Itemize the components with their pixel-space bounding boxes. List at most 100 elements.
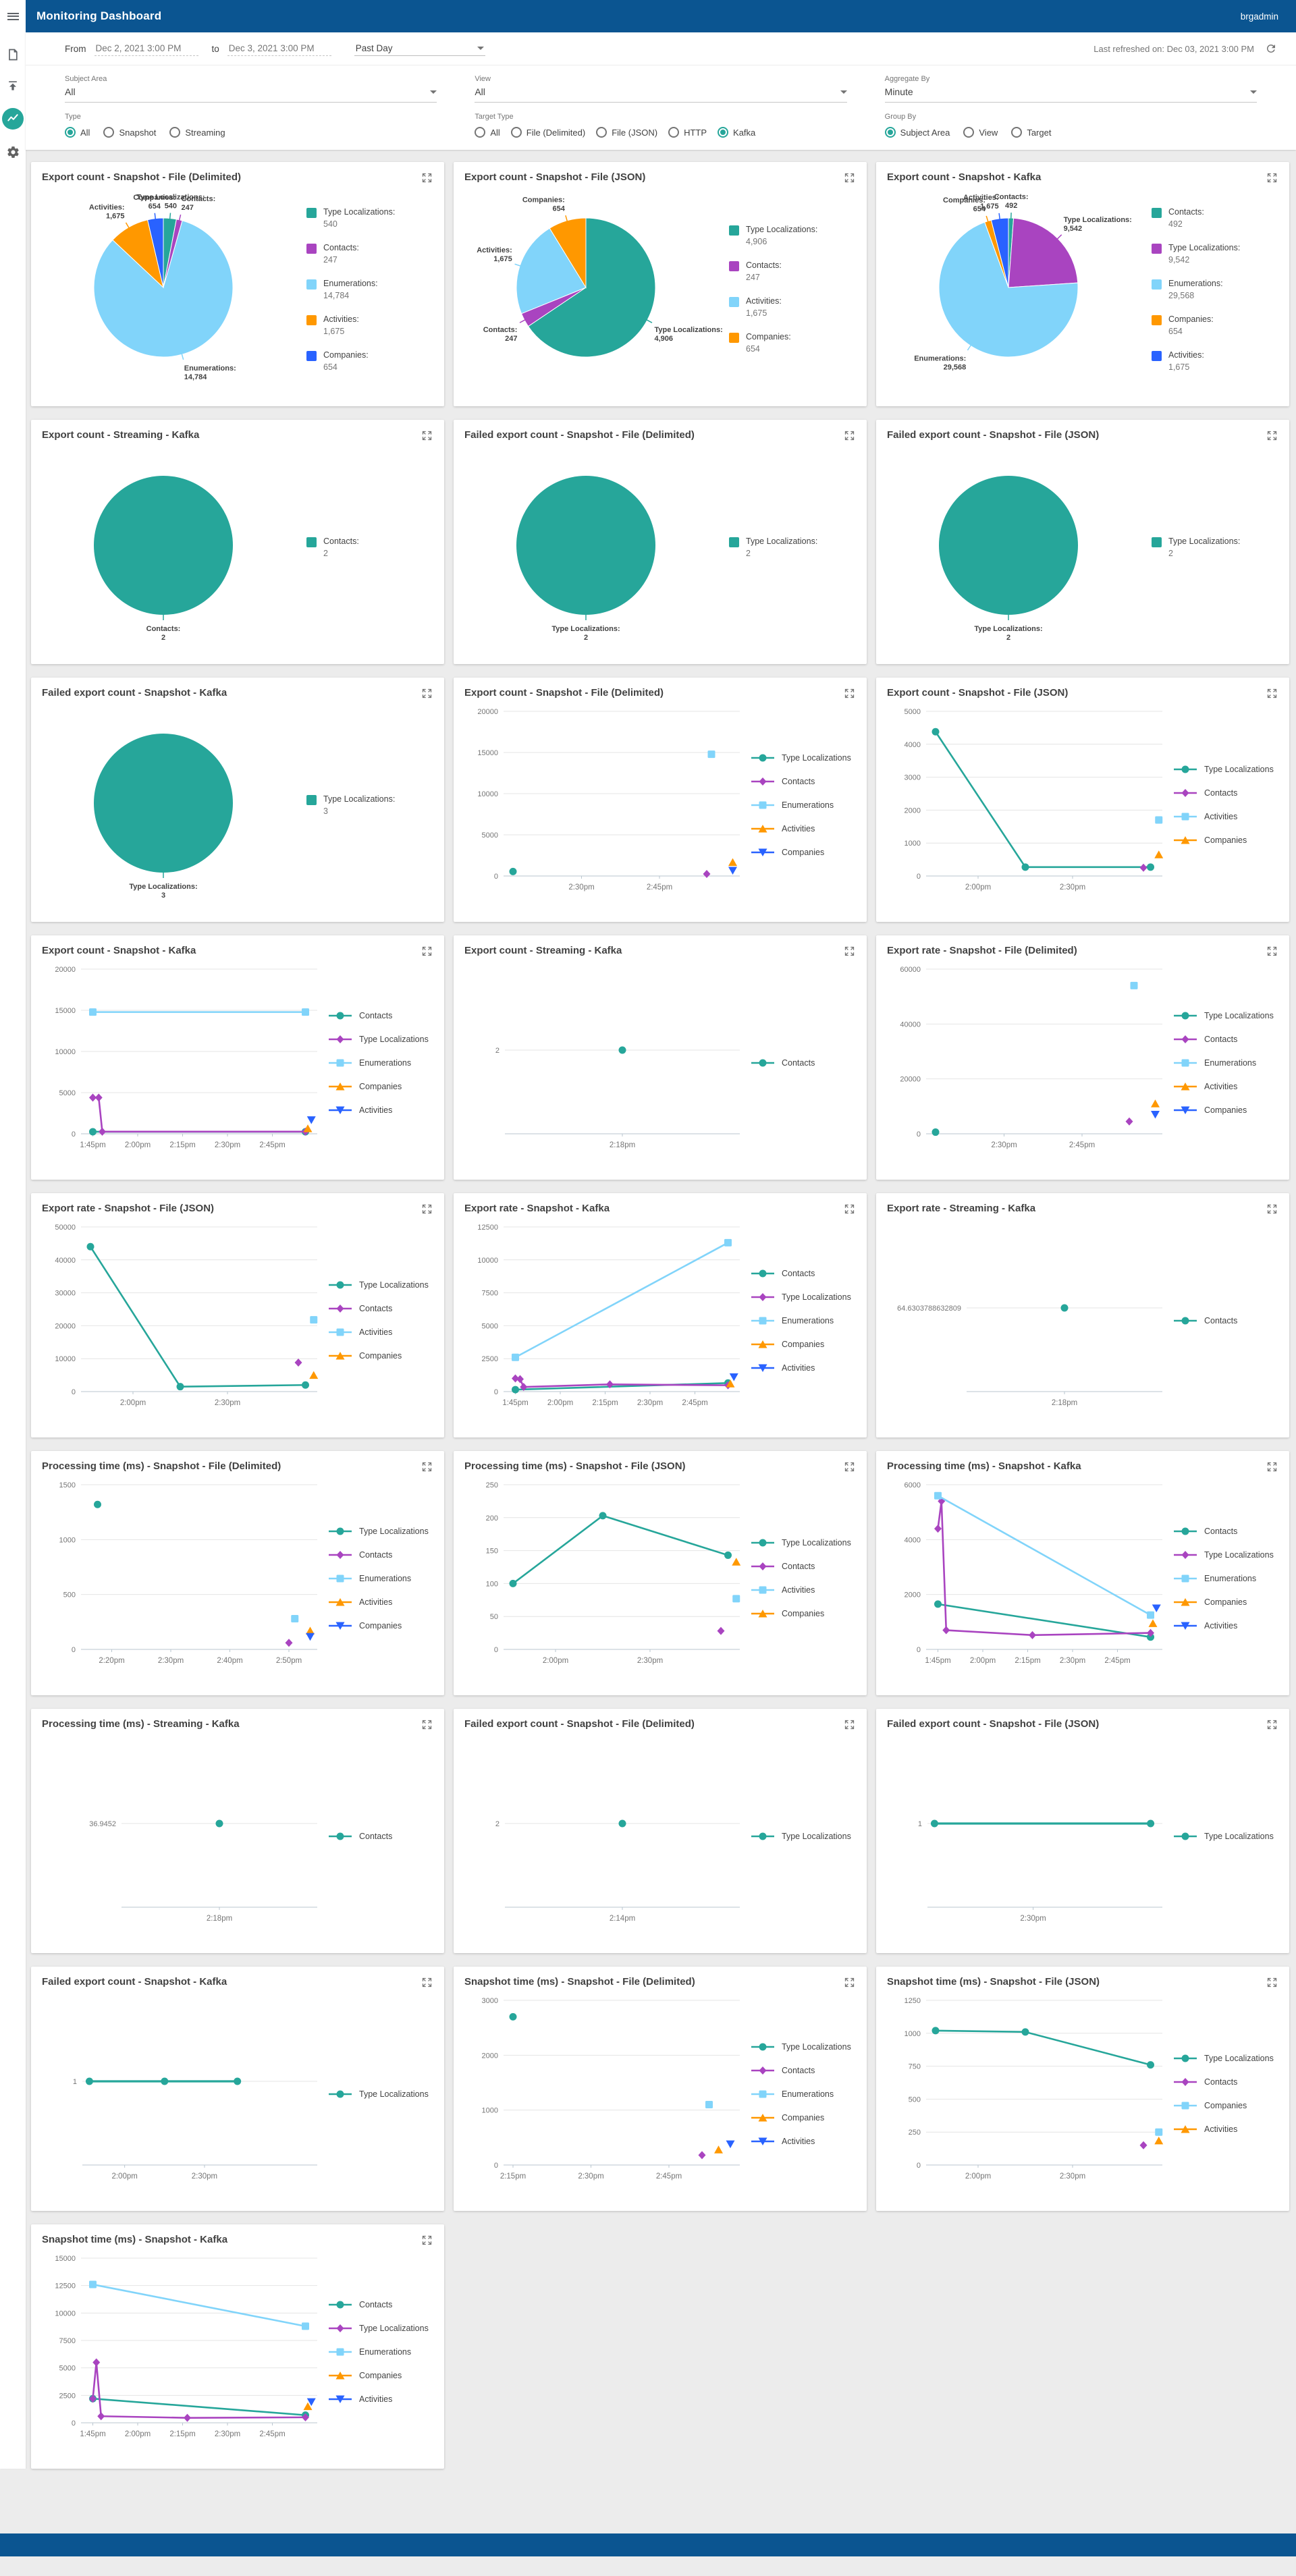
chart-card: Failed export count - Snapshot - File (D… [454,420,867,664]
main-content: Monitoring Dashboard brgadmin From Dec 2… [26,0,1296,2469]
radio-type-streaming[interactable]: Streaming [169,127,225,138]
expand-icon[interactable] [843,1460,856,1477]
svg-text:1: 1 [73,2078,77,2086]
expand-icon[interactable] [1266,429,1278,445]
chart-plot: 0 250 500 750 1000 1250 2:00pm 2:30pm [887,1991,1173,2198]
file-icon[interactable] [4,46,22,63]
expand-icon[interactable] [421,1460,433,1477]
expand-icon[interactable] [421,1203,433,1219]
svg-text:10000: 10000 [55,2309,76,2318]
chart-card: Export count - Streaming - Kafka Contacts… [31,420,444,664]
legend-item: Activities: 1,675 [729,296,856,319]
svg-text:1:45pm: 1:45pm [925,1657,950,1665]
legend-item: Contacts [751,777,856,787]
menu-icon[interactable] [7,0,19,32]
line-chart: 0 500 1000 1500 2:20pm 2:30pm 2:40pm 2:50pm [59,1481,317,1665]
expand-icon[interactable] [421,1976,433,1992]
svg-text:7500: 7500 [482,1289,498,1297]
svg-text:Enumerations:14,784: Enumerations: 14,784 [184,364,236,381]
expand-icon[interactable] [421,1718,433,1734]
svg-text:0: 0 [917,873,921,881]
chart-card: Export count - Snapshot - Kafka 0 5000 1000… [31,935,444,1180]
monitoring-chart-icon[interactable] [2,108,24,130]
expand-icon[interactable] [421,2234,433,2250]
expand-icon[interactable] [843,429,856,445]
range-select[interactable]: Past Day [354,41,485,56]
expand-icon[interactable] [421,171,433,188]
single-point-chart: 1 2:00pm 2:30pm [73,2077,317,2181]
expand-icon[interactable] [1266,1976,1278,1992]
upload-icon[interactable] [4,77,22,94]
expand-icon[interactable] [1266,945,1278,961]
user-menu[interactable]: brgadmin [1240,11,1278,22]
legend-item: Companies [1173,1597,1278,1608]
expand-icon[interactable] [1266,1718,1278,1734]
legend-item: Enumerations [751,1316,856,1326]
pie-chart: Type Localizations: 2 [939,475,1078,642]
chevron-down-icon [430,90,437,94]
pie-chart: Type Localizations: 3 [94,733,233,900]
view-select[interactable]: View All [475,74,847,103]
radio-type-all[interactable]: All [65,127,90,138]
expand-icon[interactable] [1266,1203,1278,1219]
expand-icon[interactable] [1266,1460,1278,1477]
chart-legend: Type Localizations Contacts Enumerations Ac… [328,1520,433,1638]
legend-item: Contacts [328,1304,433,1314]
expand-icon[interactable] [843,945,856,961]
radio-target-http[interactable]: HTTP [668,127,707,138]
svg-text:2:30pm: 2:30pm [637,1399,663,1407]
subject-area-select[interactable]: Subject Area All [65,74,437,103]
radio-target-kafka[interactable]: Kafka [718,127,755,138]
svg-text:Contacts:247: Contacts: 247 [483,325,518,342]
expand-icon[interactable] [421,687,433,703]
chart-plot: Type Localizations: 2 [464,444,729,651]
type-radio-group: All Snapshot Streaming [65,127,437,138]
expand-icon[interactable] [843,687,856,703]
svg-text:5000: 5000 [59,2364,76,2372]
card-title: Processing time (ms) - Snapshot - File (… [464,1460,686,1472]
svg-text:2:45pm: 2:45pm [1104,1657,1130,1665]
svg-text:250: 250 [909,2129,921,2137]
svg-text:1000: 1000 [905,2029,921,2037]
svg-text:3000: 3000 [905,773,921,782]
chart-card: Snapshot time (ms) - Snapshot - File (De… [454,1967,867,2211]
expand-icon[interactable] [1266,171,1278,188]
radio-group-target[interactable]: Target [1011,127,1051,138]
expand-icon[interactable] [843,1718,856,1734]
aggregate-by-select[interactable]: Aggregate By Minute [884,74,1257,103]
chart-legend: Type Localizations [328,2083,433,2106]
from-date-input[interactable]: Dec 2, 2021 3:00 PM [94,41,198,56]
legend-item: Type Localizations: 4,906 [729,225,856,247]
radio-group-subject-area[interactable]: Subject Area [884,127,950,138]
chart-card: Processing time (ms) - Snapshot - File (… [31,1451,444,1695]
expand-icon[interactable] [843,1976,856,1992]
radio-group-view[interactable]: View [963,127,998,138]
radio-target-all[interactable]: All [475,127,500,138]
legend-item: Contacts: 247 [306,243,433,265]
chart-plot: 2 2:18pm [464,960,751,1167]
expand-icon[interactable] [421,429,433,445]
legend-item: Type Localizations [751,753,856,763]
chart-plot: 0 5000 10000 15000 20000 1:45pm 2:00pm 2:15pm 2:… [42,960,328,1167]
svg-text:10000: 10000 [55,1355,76,1363]
radio-type-snapshot[interactable]: Snapshot [103,127,156,138]
settings-gear-icon[interactable] [4,143,22,161]
chart-card: Failed export count - Snapshot - Kafka 1 2… [31,1967,444,2211]
to-date-input[interactable]: Dec 3, 2021 3:00 PM [227,41,331,56]
legend-item: Activities [751,1585,856,1595]
legend-item: Activities: 1,675 [1152,350,1278,373]
refresh-icon[interactable] [1265,43,1277,55]
svg-text:2:45pm: 2:45pm [1069,1141,1095,1149]
expand-icon[interactable] [1266,687,1278,703]
legend-item: Type Localizations [1173,2054,1278,2064]
svg-text:1:45pm: 1:45pm [502,1399,528,1407]
radio-target-file-delimited[interactable]: File (Delimited) [510,127,585,138]
legend-item: Contacts [328,2300,433,2310]
radio-target-file-json[interactable]: File (JSON) [596,127,657,138]
expand-icon[interactable] [843,171,856,188]
chart-legend: Type Localizations Contacts Activities Comp… [328,1273,433,1368]
chart-card: Export count - Snapshot - Kafka Contacts:… [876,162,1289,406]
expand-icon[interactable] [421,945,433,961]
svg-text:2:45pm: 2:45pm [647,883,672,892]
expand-icon[interactable] [843,1203,856,1219]
